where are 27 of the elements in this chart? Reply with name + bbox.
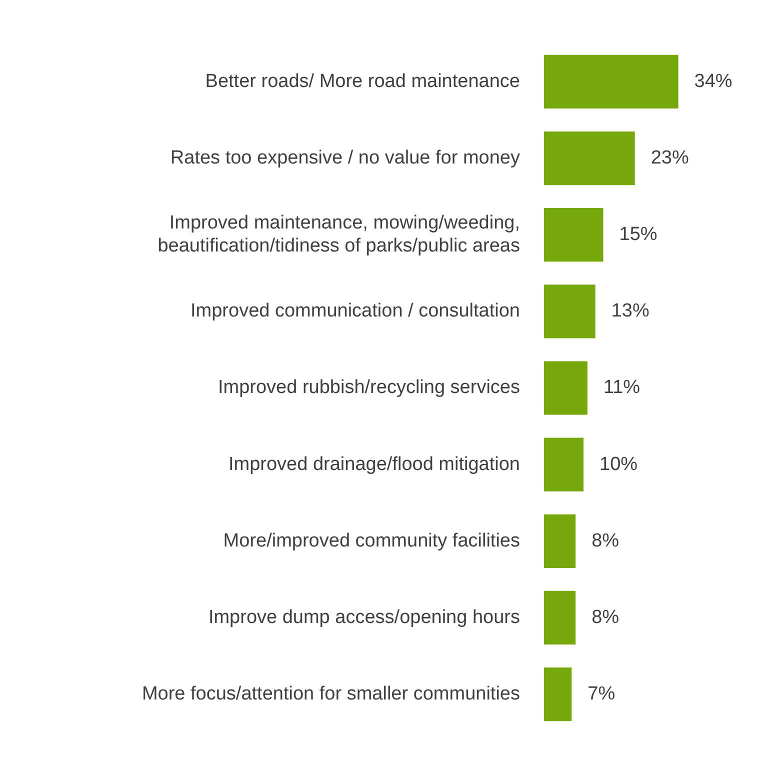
data-label: 8% xyxy=(592,530,620,552)
y-tick-label: Improve dump access/opening hours xyxy=(208,606,520,628)
y-tick-label: Improved drainage/flood mitigation xyxy=(228,454,520,475)
data-label: 15% xyxy=(619,224,658,246)
y-tick-label: More focus/attention for smaller communities xyxy=(142,684,520,705)
y-tick-label: Improved maintenance, mowing/weeding, beautification/tidiness of parks/public areas xyxy=(158,212,520,256)
bar xyxy=(544,590,576,645)
y-tick-label: Better roads/ More road maintenance xyxy=(205,70,520,92)
data-label: 13% xyxy=(611,300,650,322)
data-label: 23% xyxy=(650,148,689,168)
bar xyxy=(544,208,604,262)
data-label: 34% xyxy=(694,70,732,92)
bar xyxy=(544,668,572,722)
data-label: 11% xyxy=(603,377,640,398)
bar xyxy=(544,131,635,186)
bar xyxy=(544,514,576,568)
y-tick-label: Improved communication / consultation xyxy=(190,300,520,322)
bar xyxy=(544,54,678,108)
data-label: 7% xyxy=(588,684,616,705)
data-label: 8% xyxy=(592,606,620,628)
y-tick-label: Rates too expensive / no value for money xyxy=(170,148,520,168)
bar xyxy=(544,361,588,415)
y-tick-label: More/improved community facilities xyxy=(223,530,520,552)
bar xyxy=(544,284,596,338)
data-label: 10% xyxy=(600,454,638,475)
bar xyxy=(544,438,584,492)
y-tick-label: Improved rubbish/recycling services xyxy=(218,377,520,398)
